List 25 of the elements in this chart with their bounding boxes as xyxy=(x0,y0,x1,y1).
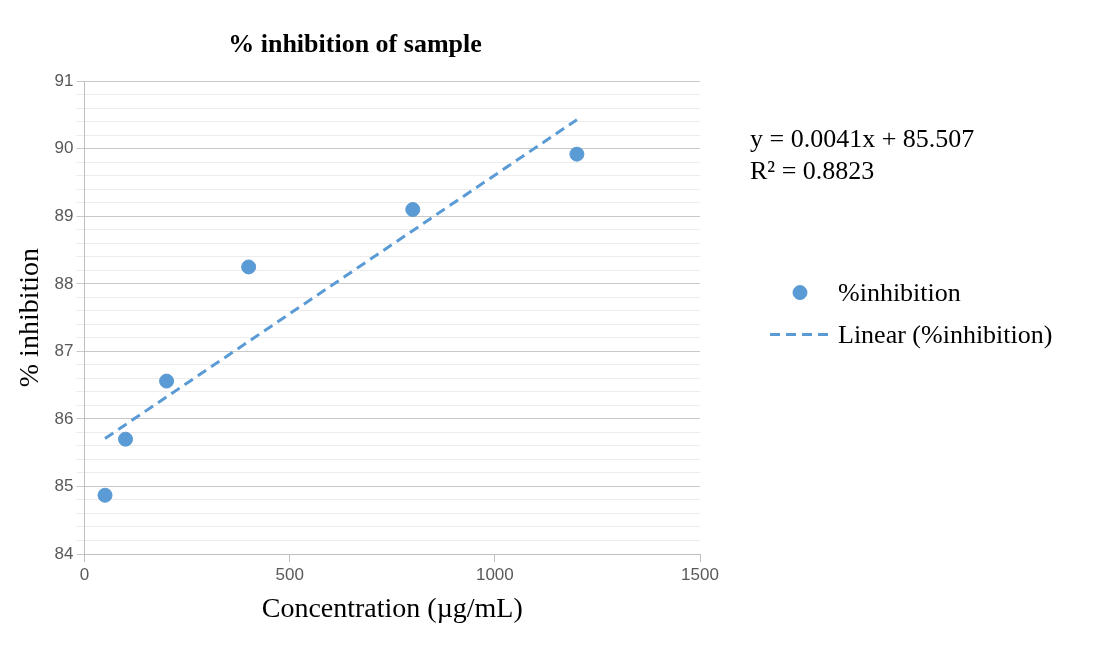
y-tick-label: 91 xyxy=(54,70,74,90)
y-axis-title: % inhibition xyxy=(13,247,45,388)
y-tick-label: 86 xyxy=(54,408,74,428)
text: y = 0.0041x + 85.507 xyxy=(750,124,975,153)
legend-label: Linear (%inhibition) xyxy=(838,320,1053,350)
point xyxy=(405,202,421,218)
point xyxy=(118,431,134,447)
x-axis-title: Concentration (µg/mL) xyxy=(261,591,523,623)
text: R² = 0.8823 xyxy=(750,156,875,185)
chart-title: % inhibition of sample xyxy=(228,29,482,59)
y-tick-label: 85 xyxy=(54,476,74,496)
y-tick-label: 84 xyxy=(54,543,74,563)
x-tick-label: 500 xyxy=(275,564,304,584)
y-tick-label: 88 xyxy=(54,273,74,293)
x-tick-label: 0 xyxy=(79,564,90,584)
y-tick-label: 87 xyxy=(54,341,74,361)
point xyxy=(97,487,113,503)
x-tick-label: 1000 xyxy=(475,564,514,584)
x-tick-label: 1500 xyxy=(681,564,719,584)
y-tick-label: 90 xyxy=(54,138,74,158)
point xyxy=(241,259,257,275)
point xyxy=(159,373,175,389)
y-tick-label: 89 xyxy=(54,205,74,225)
point xyxy=(569,146,585,162)
legend-label: %inhibition xyxy=(838,278,961,308)
